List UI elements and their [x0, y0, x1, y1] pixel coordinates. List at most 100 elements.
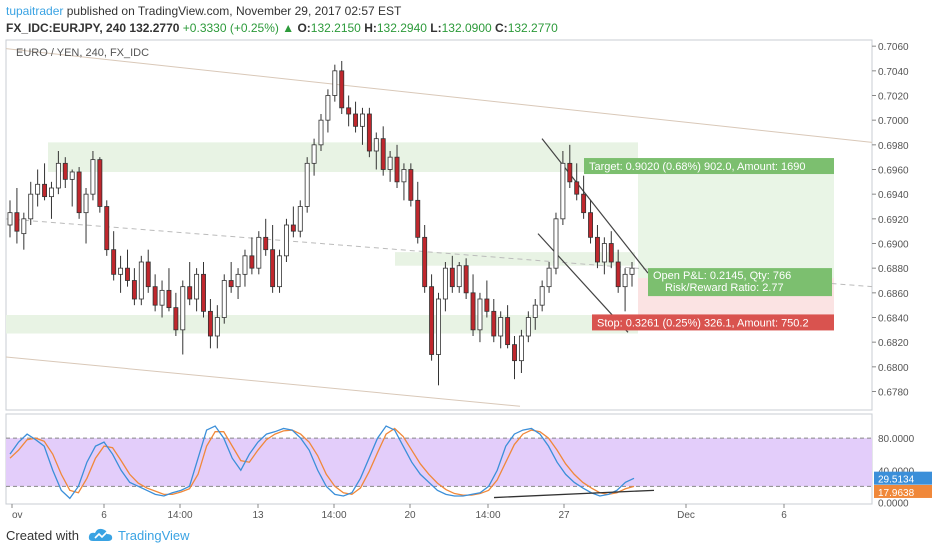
stoch-tick-label: 80.0000 — [878, 434, 915, 445]
candle-body — [387, 156, 393, 170]
candle-body — [525, 317, 531, 337]
candle-body — [277, 255, 282, 288]
candle-body — [594, 236, 600, 263]
stoch-k-value: 29.5134 — [878, 475, 915, 486]
footer: Created with TradingView — [0, 522, 932, 550]
candle-body — [311, 144, 317, 164]
candle-body — [567, 162, 573, 183]
y-tick-label: 0.6880 — [878, 264, 909, 275]
y-tick-label: 0.7020 — [878, 92, 909, 103]
candle-body — [436, 298, 441, 355]
chart-header: tupaitrader published on TradingView.com… — [0, 0, 932, 40]
candle-body — [83, 193, 89, 214]
candles — [7, 60, 635, 386]
stop-label-box — [592, 314, 834, 331]
candle-body — [449, 267, 455, 288]
candle-body — [228, 280, 234, 288]
candle-body — [491, 310, 497, 337]
close-label: C: — [495, 21, 508, 35]
candle-body — [256, 236, 262, 269]
y-tick-label: 0.7040 — [878, 67, 909, 78]
candle-body — [187, 286, 193, 300]
candle-body — [35, 183, 41, 195]
close-value: 132.2770 — [507, 21, 558, 35]
chart-title: EURO / YEN, 240, FX_IDC — [16, 47, 149, 59]
candle-body — [297, 206, 303, 232]
candle-body — [180, 286, 186, 331]
candle-body — [145, 261, 151, 288]
candle-body — [214, 317, 220, 337]
x-tick-label: 14:00 — [475, 510, 500, 521]
chart-canvas[interactable]: 0.7060 0.7040 0.7020 0.7000 0.6980 0.6960 0.69… — [0, 0, 932, 522]
axes: ov 6 14:00 13 14:00 20 14:00 27 Dec 6 — [11, 504, 787, 521]
x-tick-label: Dec — [677, 510, 695, 521]
pnl-label: Open P&L: 0.2145, Qty: 766 — [653, 270, 791, 282]
target-area — [638, 163, 834, 279]
candle-body — [21, 218, 27, 235]
candle-body — [69, 171, 75, 180]
candle-body — [318, 119, 324, 146]
candle-body — [76, 171, 82, 214]
x-tick-label: 13 — [252, 510, 264, 521]
y-tick-label: 0.6840 — [878, 314, 909, 325]
candle-body — [581, 193, 587, 214]
candle-body — [97, 159, 103, 207]
target-label-box — [584, 158, 834, 175]
candle-body — [539, 286, 545, 306]
stoch-k-line — [9, 425, 635, 500]
candle-body — [242, 255, 248, 275]
last-price: 132.2770 — [129, 21, 180, 35]
candle-body — [553, 218, 559, 269]
candle-body — [325, 95, 331, 121]
y-tick-label: 0.6820 — [878, 338, 909, 349]
y-tick-label: 0.6980 — [878, 141, 909, 152]
candle-body — [608, 243, 614, 263]
candle-body — [152, 286, 158, 306]
candle-body — [512, 344, 517, 362]
candle-body — [588, 212, 593, 238]
candle-body — [49, 187, 54, 198]
candle-body — [546, 267, 552, 288]
change-value: +0.3330 (+0.25%) — [182, 21, 279, 35]
candle-body — [104, 206, 110, 251]
candle-body — [346, 107, 352, 115]
y-tick-label: 0.6900 — [878, 240, 909, 251]
candle-body — [574, 181, 580, 195]
candle-body — [159, 289, 165, 306]
mid-zone — [395, 252, 635, 266]
stoch-d-line — [9, 427, 635, 496]
candle-body — [484, 298, 490, 312]
target-label: Target: 0.9020 (0.68%) 902.0, Amount: 16… — [589, 161, 805, 173]
candle-body — [125, 267, 130, 281]
x-tick-label: 14:00 — [321, 510, 346, 521]
tradingview-brand-link[interactable]: TradingView — [118, 528, 190, 543]
supply-zone — [48, 142, 638, 172]
candle-body — [456, 265, 462, 288]
candle-body — [429, 286, 435, 355]
open-value: 132.2150 — [310, 21, 361, 35]
stoch-tick-label: 0.0000 — [878, 498, 909, 509]
y-tick-label: 0.7000 — [878, 116, 909, 127]
candle-body — [442, 267, 448, 300]
publish-line: tupaitrader published on TradingView.com… — [6, 4, 401, 18]
candle-body — [463, 265, 469, 294]
candle-body — [360, 113, 365, 127]
candle-body — [408, 169, 414, 201]
candle-body — [7, 212, 13, 226]
candle-body — [221, 280, 227, 318]
stop-label: Stop: 0.3261 (0.25%) 326.1, Amount: 750.… — [597, 317, 809, 329]
author-link[interactable]: tupaitrader — [6, 4, 64, 18]
low-value: 132.0900 — [441, 21, 492, 35]
candle-body — [55, 162, 61, 189]
y-tick-label: 0.6860 — [878, 289, 909, 300]
candle-body — [111, 249, 117, 275]
x-tick-label: 20 — [404, 510, 416, 521]
long-position-tool[interactable]: Target: 0.9020 (0.68%) 902.0, Amount: 16… — [584, 158, 834, 331]
x-tick-label: 6 — [101, 510, 107, 521]
candle-body — [470, 292, 476, 331]
y-tick-label: 0.6960 — [878, 166, 909, 177]
candle-body — [90, 159, 96, 195]
candle-body — [166, 289, 172, 309]
candle-body — [118, 267, 124, 275]
